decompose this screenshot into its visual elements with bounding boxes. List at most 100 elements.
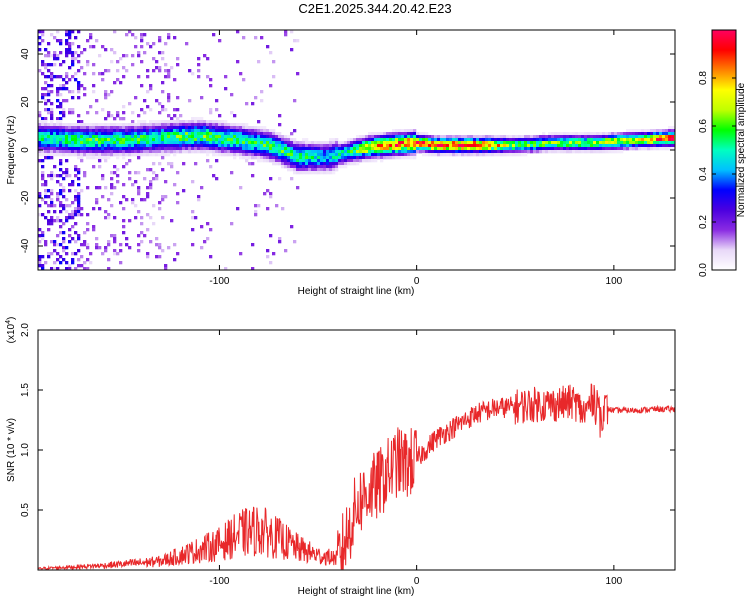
- spectrogram-cell: [317, 162, 321, 166]
- spectrogram-cell: [548, 138, 552, 142]
- spectrogram-cell: [47, 156, 51, 160]
- spectrogram-cell: [563, 150, 567, 154]
- spectrogram-cell: [56, 30, 60, 34]
- spectrogram-cell: [488, 138, 492, 142]
- spectrogram-cell: [71, 42, 75, 46]
- spectrogram-cell: [281, 162, 285, 166]
- spectrogram-cell: [167, 93, 171, 97]
- spectrogram-cell: [89, 33, 93, 37]
- spectrogram-cell: [482, 135, 486, 139]
- spectrogram-cell: [272, 141, 276, 145]
- spectrogram-cell: [392, 141, 396, 145]
- spectrogram-cell: [254, 126, 258, 130]
- spectrogram-cell: [92, 72, 96, 76]
- spectrogram-cell: [533, 141, 537, 145]
- spectrogram-cell: [386, 141, 390, 145]
- spectrogram-cell: [59, 51, 63, 55]
- spectrogram-cell: [404, 129, 408, 133]
- spectrogram-cell: [98, 153, 102, 157]
- spectrogram-cell: [77, 237, 81, 241]
- spectrogram-cell: [359, 138, 363, 142]
- spectrogram-cell: [149, 180, 153, 184]
- spectrogram-cell: [128, 144, 132, 148]
- spectrogram-cell: [137, 138, 141, 142]
- spectrogram-cell: [338, 162, 342, 166]
- spectrogram-cell: [362, 156, 366, 160]
- spectrogram-cell: [587, 138, 591, 142]
- spectrogram-cell: [509, 138, 513, 142]
- spectrogram-cell: [551, 150, 555, 154]
- spectrogram-cell: [134, 135, 138, 139]
- spectrogram-cell: [236, 147, 240, 151]
- spectrogram-cell: [500, 153, 504, 157]
- spectrogram-cell: [152, 171, 156, 175]
- spectrogram-cell: [245, 156, 249, 160]
- spectrogram-cell: [137, 126, 141, 130]
- spectrogram-cell: [44, 183, 48, 187]
- spectrogram-cell: [47, 228, 51, 232]
- spectrogram-cell: [320, 147, 324, 151]
- spectrogram-cell: [176, 117, 180, 121]
- spectrogram-cell: [206, 135, 210, 139]
- spectrogram-cell: [59, 42, 63, 46]
- spectrogram-cell: [329, 147, 333, 151]
- spectrogram-cell: [221, 132, 225, 136]
- spectrogram-cell: [503, 144, 507, 148]
- spectrogram-cell: [68, 33, 72, 37]
- spectrogram-cell: [254, 150, 258, 154]
- spectrogram-cell: [251, 129, 255, 133]
- spectrogram-cell: [41, 138, 45, 142]
- spectrogram-cell: [59, 87, 63, 91]
- spectrogram-cell: [296, 150, 300, 154]
- spectrogram-cell: [59, 63, 63, 67]
- spectrogram-cell: [332, 147, 336, 151]
- spectrogram-cell: [134, 36, 138, 40]
- spectrogram-cell: [407, 156, 411, 160]
- spectrogram-cell: [470, 150, 474, 154]
- spectrogram-cell: [83, 144, 87, 148]
- spectrogram-cell: [437, 135, 441, 139]
- spectrogram-cell: [38, 153, 42, 157]
- spectrogram-cell: [203, 144, 207, 148]
- spectrogram-cell: [632, 129, 636, 133]
- spectrogram-cell: [425, 138, 429, 142]
- spectrogram-cell: [263, 126, 267, 130]
- spectrogram-cell: [140, 36, 144, 40]
- spectrogram-cell: [161, 120, 165, 124]
- spectrogram-cell: [278, 123, 282, 127]
- spectrogram-cell: [344, 153, 348, 157]
- spectrogram-cell: [392, 132, 396, 136]
- spectrogram-cell: [173, 108, 177, 112]
- spectrogram-cell: [83, 150, 87, 154]
- spectrogram-cell: [59, 93, 63, 97]
- spectrogram-cell: [461, 147, 465, 151]
- spectrogram-cell: [233, 132, 237, 136]
- spectrogram-cell: [53, 144, 57, 148]
- spectrogram-cell: [113, 165, 117, 169]
- spectrogram-cell: [644, 144, 648, 148]
- spectrogram-cell: [158, 162, 162, 166]
- spectrogram-cell: [236, 138, 240, 142]
- spectrogram-cell: [221, 120, 225, 124]
- spectrogram-cell: [299, 162, 303, 166]
- spectrogram-cell: [383, 135, 387, 139]
- spectrogram-cell: [155, 237, 159, 241]
- spectrogram-cell: [122, 117, 126, 121]
- spectrogram-cell: [314, 153, 318, 157]
- spectrogram-cell: [329, 168, 333, 172]
- spectrogram-cell: [128, 138, 132, 142]
- spectrogram-cell: [305, 159, 309, 163]
- spectrogram-cell: [290, 150, 294, 154]
- spectrogram-cell: [176, 126, 180, 130]
- spectrogram-cell: [71, 123, 75, 127]
- spectrogram-cell: [218, 141, 222, 145]
- spectrogram-cell: [248, 138, 252, 142]
- spectrogram-cell: [83, 141, 87, 145]
- spectrogram-cell: [647, 147, 651, 151]
- spectrogram-cell: [227, 141, 231, 145]
- spectrogram-cell: [245, 153, 249, 157]
- spectrogram-cell: [620, 135, 624, 139]
- spectrogram-cell: [326, 156, 330, 160]
- spectrogram-cell: [59, 201, 63, 205]
- spectrogram-cell: [113, 240, 117, 244]
